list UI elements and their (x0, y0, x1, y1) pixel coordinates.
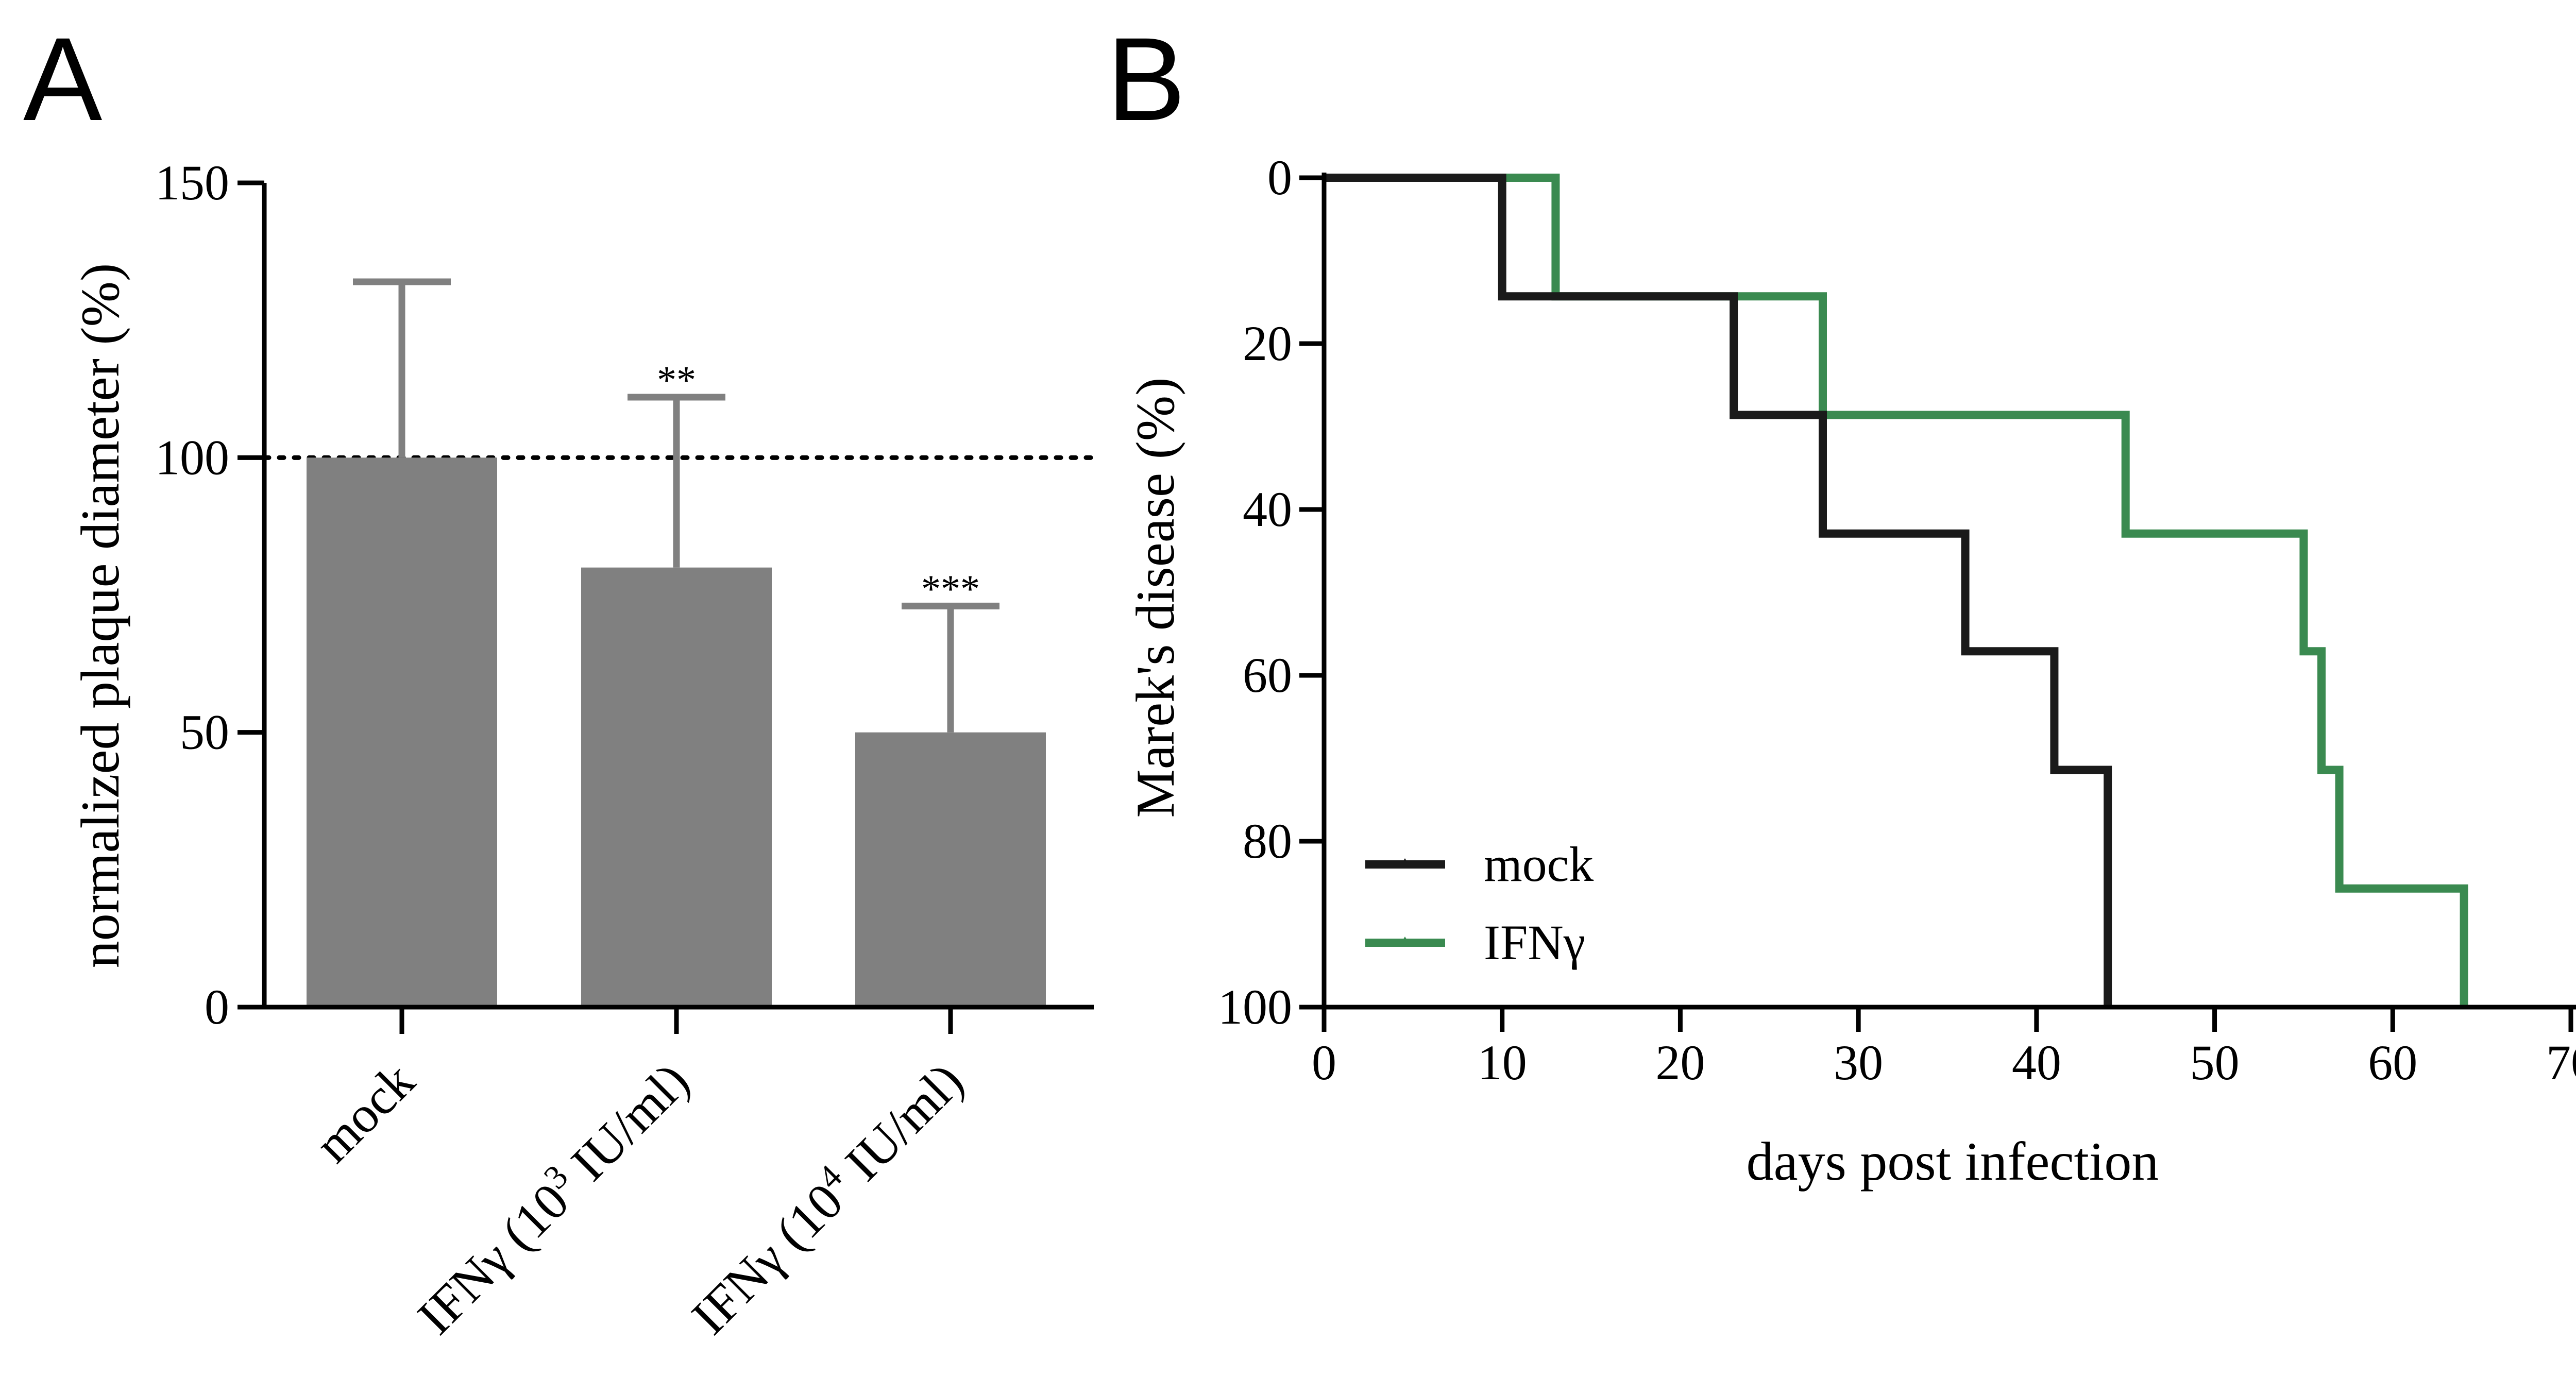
x-tick-label-5: 50 (2190, 1035, 2240, 1090)
x-tick-label-2: 20 (1655, 1035, 1705, 1090)
survival-chart-b: 0 10 20 30 40 50 60 70 0 20 40 60 80 100 days post inf… (1125, 150, 2576, 1192)
x-tick-label-1: 10 (1478, 1035, 1527, 1090)
legend-mock-marker (1401, 858, 1409, 865)
bar-0 (307, 457, 497, 1008)
significance-label-2: *** (921, 567, 980, 610)
y-tick-label-4: 80 (1243, 813, 1292, 869)
x-axis-title: days post infection (1747, 1131, 2159, 1192)
bar-2 (855, 732, 1046, 1007)
legend-ifn-gamma-marker (1401, 937, 1409, 943)
x-tick-label-7: 70 (2546, 1035, 2576, 1090)
y-axis-title: normalized plaque diameter (%) (70, 263, 130, 968)
y-tick-label-2: 40 (1243, 482, 1292, 537)
x-tick-label-3: 30 (1834, 1035, 1883, 1090)
y-tick-label-0: 0 (205, 979, 229, 1034)
y-tick-label-1: 50 (180, 705, 229, 760)
legend-ifn-gamma-label: IFNγ (1484, 915, 1585, 970)
bar-1 (581, 567, 772, 1007)
y-tick-label-3: 150 (155, 155, 229, 210)
significance-label-1: ** (657, 359, 696, 402)
y-tick-label-0: 0 (1267, 150, 1292, 205)
legend-mock-label: mock (1484, 837, 1594, 892)
series-line-mock (1324, 174, 2112, 1007)
y-tick-label-3: 60 (1243, 648, 1292, 703)
y-tick-label-2: 100 (155, 430, 229, 485)
y-axis-title: Marek's disease (%) (1125, 378, 1185, 818)
panel-b-label: B (1107, 13, 1185, 145)
panel-a-label: A (23, 13, 102, 145)
x-tick-label-0: 0 (1312, 1035, 1336, 1090)
y-tick-label-5: 100 (1218, 979, 1292, 1034)
y-tick-label-1: 20 (1243, 316, 1292, 371)
x-tick-label-4: 40 (2012, 1035, 2061, 1090)
x-tick-label-6: 60 (2368, 1035, 2417, 1090)
